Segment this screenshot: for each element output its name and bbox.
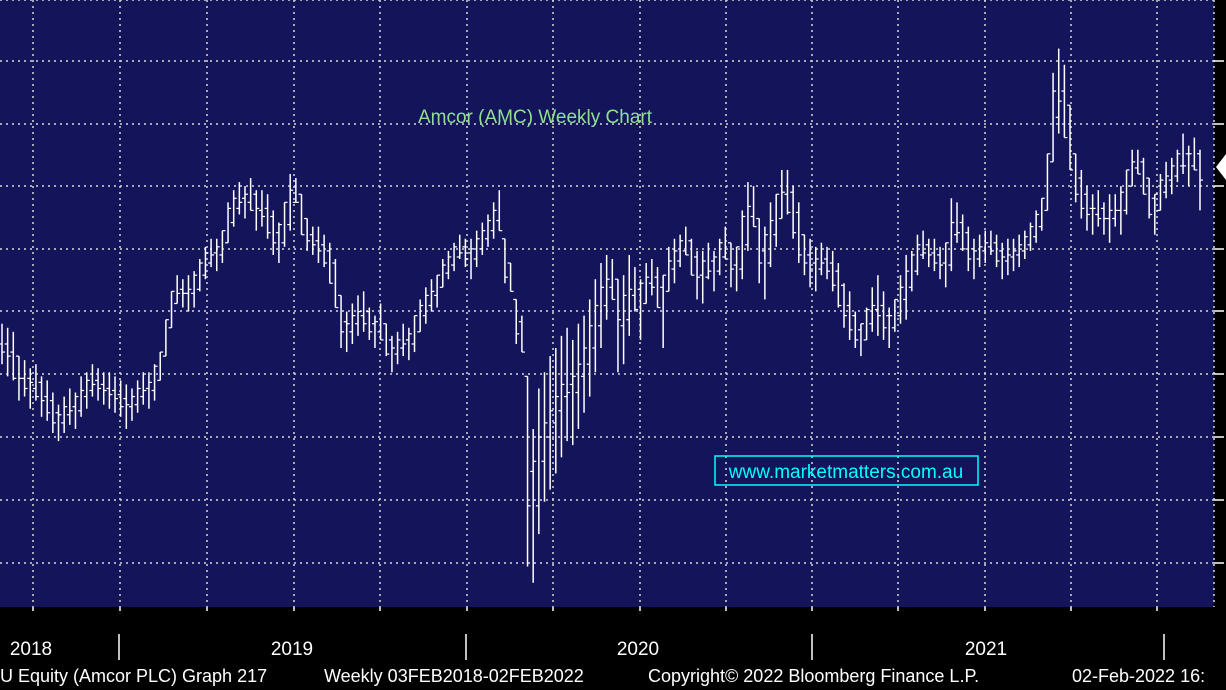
x-tick-label: 2021 [965,639,1007,660]
footer-copyright: Copyright© 2022 Bloomberg Finance L.P. [648,666,980,686]
grid-lines [0,0,1224,607]
footer-timestamp: 02-Feb-2022 16: [1072,666,1206,686]
price-bars [0,48,1203,583]
x-tick-label: 2019 [271,639,313,660]
chart-title: Amcor (AMC) Weekly Chart [418,107,653,128]
x-tick-label: 2020 [617,639,659,660]
watermark-url: www.marketmatters.com.au [728,462,963,483]
bloomberg-footer: U Equity (Amcor PLC) Graph 217 Weekly 03… [0,664,1226,690]
watermark-box [714,455,979,486]
x-axis: 2018 2019 2020 2021 [10,607,1165,660]
footer-range: Weekly 03FEB2018-02FEB2022 [324,666,584,686]
x-tick-label: 2018 [10,639,52,660]
footer-security: U Equity (Amcor PLC) Graph 217 [0,666,268,686]
last-price-marker [1216,154,1226,180]
